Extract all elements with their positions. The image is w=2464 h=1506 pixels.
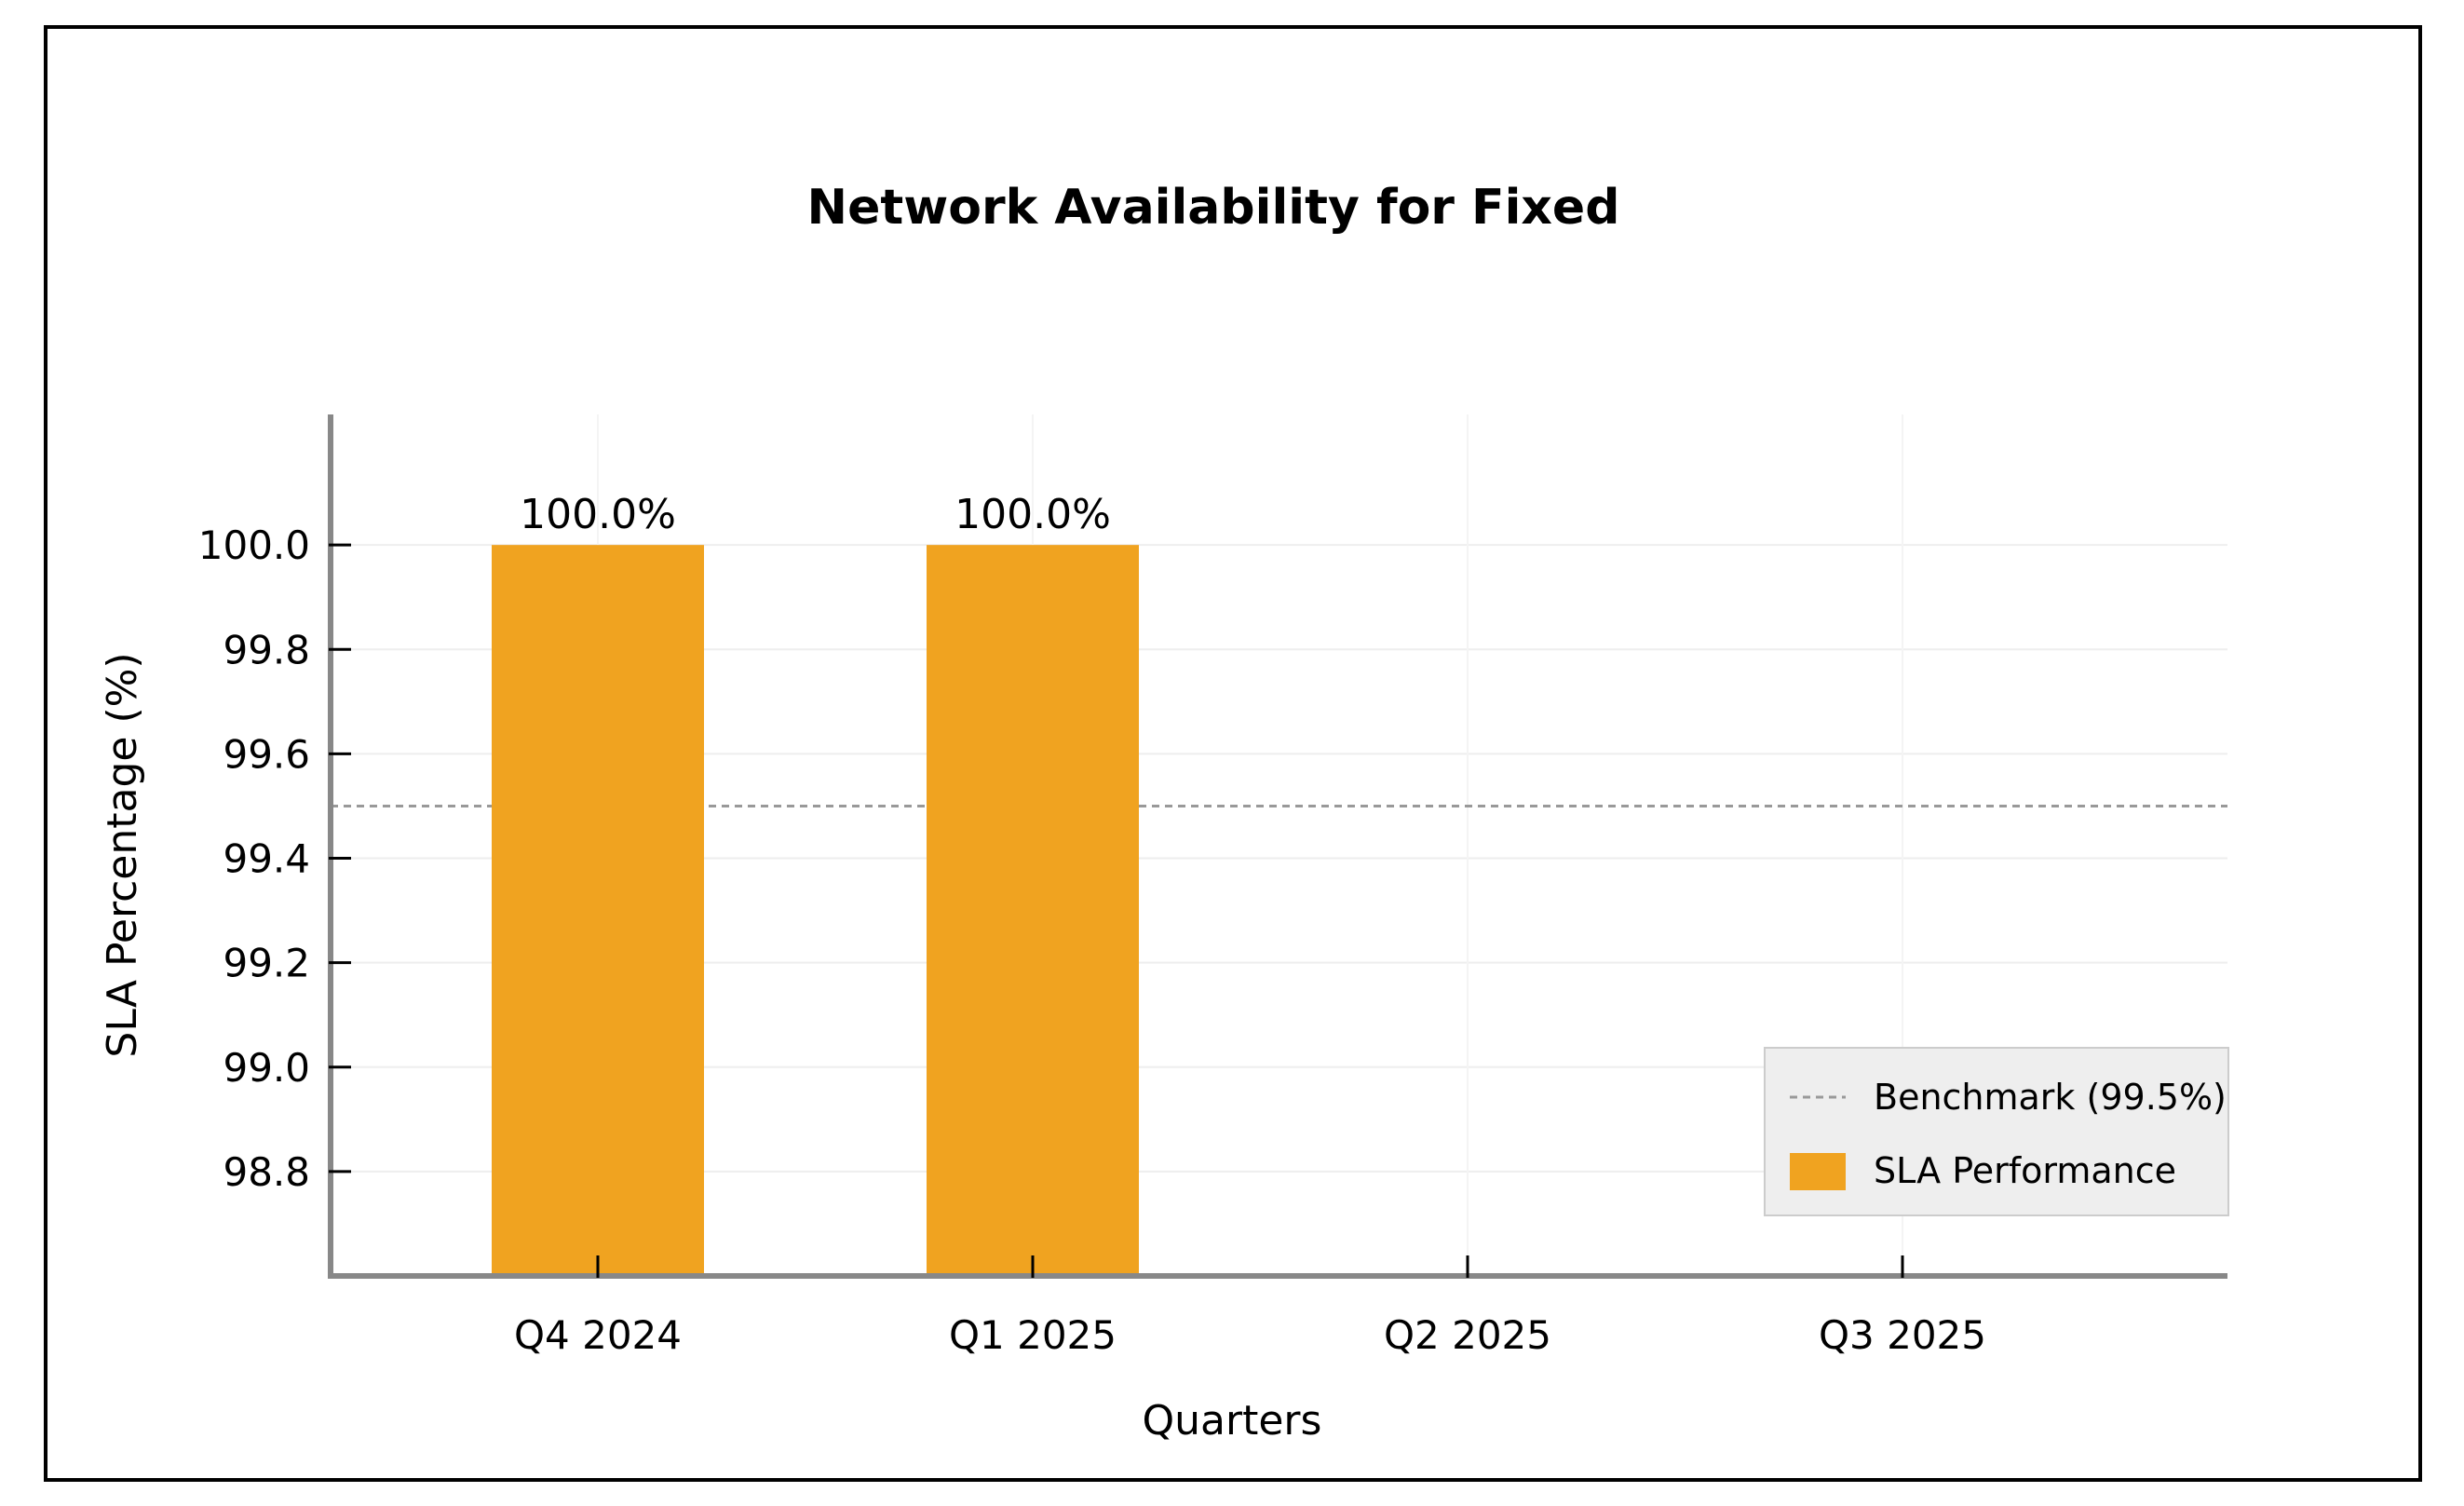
x-tick-label-1: Q1 2025 [949, 1312, 1117, 1358]
bar-1 [927, 545, 1139, 1276]
legend: Benchmark (99.5%) SLA Performance [1764, 1047, 2229, 1216]
chart-title: Network Availability for Fixed [807, 180, 1620, 236]
legend-sla-swatch [1790, 1153, 1846, 1190]
y-tick-label-2: 99.2 [223, 941, 310, 986]
y-tick-label-1: 99.0 [223, 1045, 310, 1091]
y-tick-label-0: 98.8 [223, 1149, 310, 1195]
x-tick-label-2: Q2 2025 [1384, 1312, 1551, 1358]
y-tick-label-3: 99.4 [223, 836, 310, 882]
bars-layer: 100.0% 100.0% [492, 491, 1139, 1276]
x-tick-label-0: Q4 2024 [514, 1312, 682, 1358]
y-tick-label-5: 99.8 [223, 627, 310, 672]
data-label-0: 100.0% [520, 491, 676, 538]
x-tick-label-3: Q3 2025 [1819, 1312, 1986, 1358]
x-axis-label: Quarters [1143, 1397, 1322, 1445]
bar-0 [492, 545, 704, 1276]
y-tick-label-4: 99.6 [223, 731, 310, 777]
axes-layer [328, 414, 2227, 1279]
ticks-layer: 98.8 99.0 99.2 99.4 99.6 99.8 100.0 Q4 2024 Q1 2… [198, 522, 1986, 1358]
data-label-1: 100.0% [954, 491, 1111, 538]
legend-sla-label: SLA Performance [1874, 1150, 2176, 1191]
legend-benchmark-label: Benchmark (99.5%) [1874, 1077, 2227, 1118]
y-axis-label: SLA Percentage (%) [99, 652, 146, 1057]
y-tick-label-6: 100.0 [198, 522, 310, 568]
